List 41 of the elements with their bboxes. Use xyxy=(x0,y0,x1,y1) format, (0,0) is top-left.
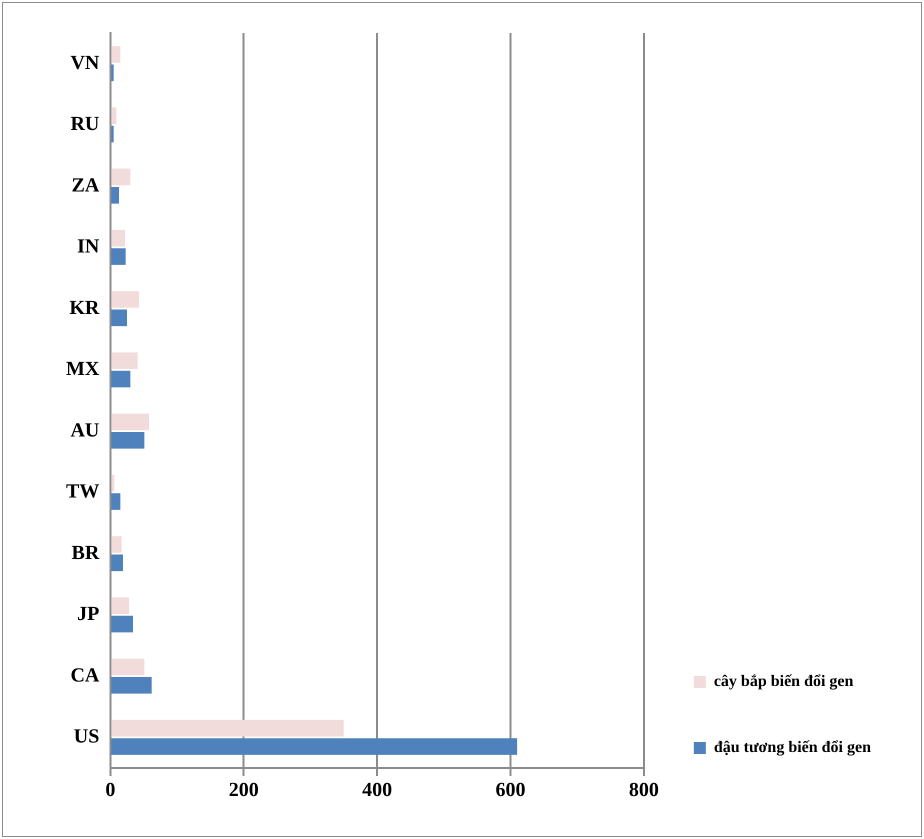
bar xyxy=(111,493,120,510)
x-tick-label: 600 xyxy=(495,779,526,802)
bar xyxy=(111,432,144,449)
bar xyxy=(111,554,124,572)
y-tick-label: RU xyxy=(70,113,100,136)
bar xyxy=(111,414,150,430)
bar xyxy=(111,720,344,736)
bar xyxy=(111,474,114,492)
legend-label: đậu tương biến đổi gen xyxy=(714,739,872,756)
x-tick-label: 800 xyxy=(628,779,659,802)
y-tick-label: KR xyxy=(69,296,100,319)
bar xyxy=(111,107,116,124)
bar xyxy=(111,352,138,369)
y-tick-label: CA xyxy=(70,664,100,686)
y-tick-label: BR xyxy=(72,542,100,564)
bar xyxy=(111,230,126,246)
bar xyxy=(111,616,134,632)
bar xyxy=(111,677,152,694)
bar xyxy=(111,738,518,755)
bar xyxy=(111,187,120,204)
y-tick-label: MX xyxy=(66,358,100,380)
bar xyxy=(111,536,122,553)
bar xyxy=(111,370,130,388)
bar xyxy=(111,168,130,186)
bar xyxy=(111,658,144,676)
bar xyxy=(111,310,128,326)
bar xyxy=(111,46,120,63)
y-tick-label: VN xyxy=(70,52,100,74)
bar xyxy=(111,597,130,614)
y-tick-label: AU xyxy=(70,419,100,442)
y-tick-label: TW xyxy=(66,480,100,503)
legend-label: cây bắp biến đổi gen xyxy=(714,673,854,690)
bar xyxy=(111,248,126,265)
y-tick-label: IN xyxy=(77,236,100,258)
x-tick-label: 200 xyxy=(228,779,259,802)
bar xyxy=(111,291,140,308)
x-tick-label: 0 xyxy=(105,779,116,802)
y-tick-label: ZA xyxy=(72,174,100,196)
y-tick-label: JP xyxy=(77,603,100,626)
y-tick-label: US xyxy=(74,726,100,748)
x-tick-label: 400 xyxy=(362,779,392,802)
